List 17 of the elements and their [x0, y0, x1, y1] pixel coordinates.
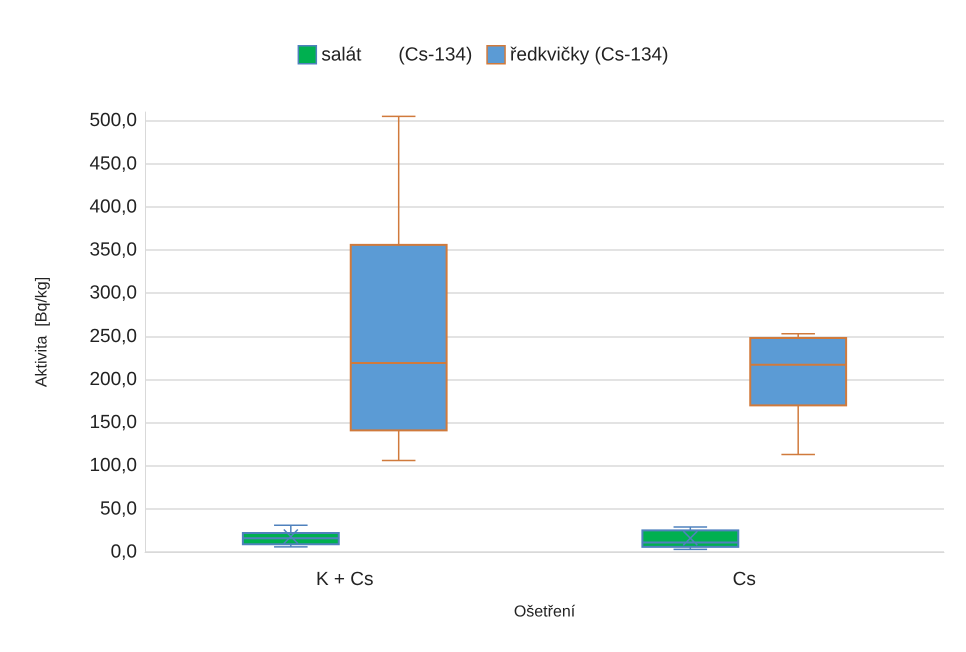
legend-label: ředkvičky (Cs-134) — [510, 44, 668, 66]
y-tick-label: 150,0 — [89, 412, 137, 434]
legend-label: salát (Cs-134) — [321, 44, 472, 66]
y-tick-label: 50,0 — [100, 498, 137, 520]
y-tick-label: 400,0 — [89, 196, 137, 218]
y-tick-label: 100,0 — [89, 455, 137, 476]
y-tick-label: 200,0 — [89, 368, 137, 390]
x-axis-title: Ošetření — [514, 604, 576, 620]
y-tick-label: 350,0 — [89, 240, 137, 261]
y-tick-label: 500,0 — [89, 110, 137, 132]
y-tick-label: 250,0 — [89, 326, 137, 347]
y-axis-title: Aktivita [Bq/kg] — [34, 276, 50, 388]
y-tick-label: 0,0 — [110, 542, 137, 562]
x-tick-label: Cs — [732, 569, 756, 590]
y-tick-label: 300,0 — [89, 282, 137, 304]
y-tick-label: 450,0 — [89, 153, 137, 174]
x-tick-label: K + Cs — [316, 569, 374, 590]
